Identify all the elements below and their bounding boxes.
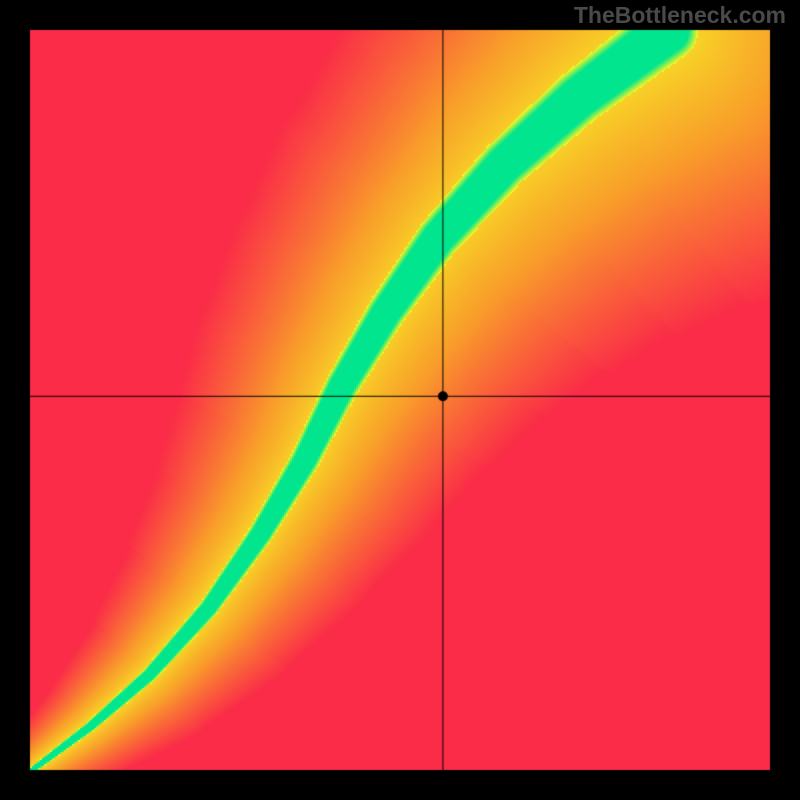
watermark-text: TheBottleneck.com (574, 2, 786, 29)
chart-container: { "watermark": { "text": "TheBottleneck.… (0, 0, 800, 800)
bottleneck-heatmap (0, 0, 800, 800)
